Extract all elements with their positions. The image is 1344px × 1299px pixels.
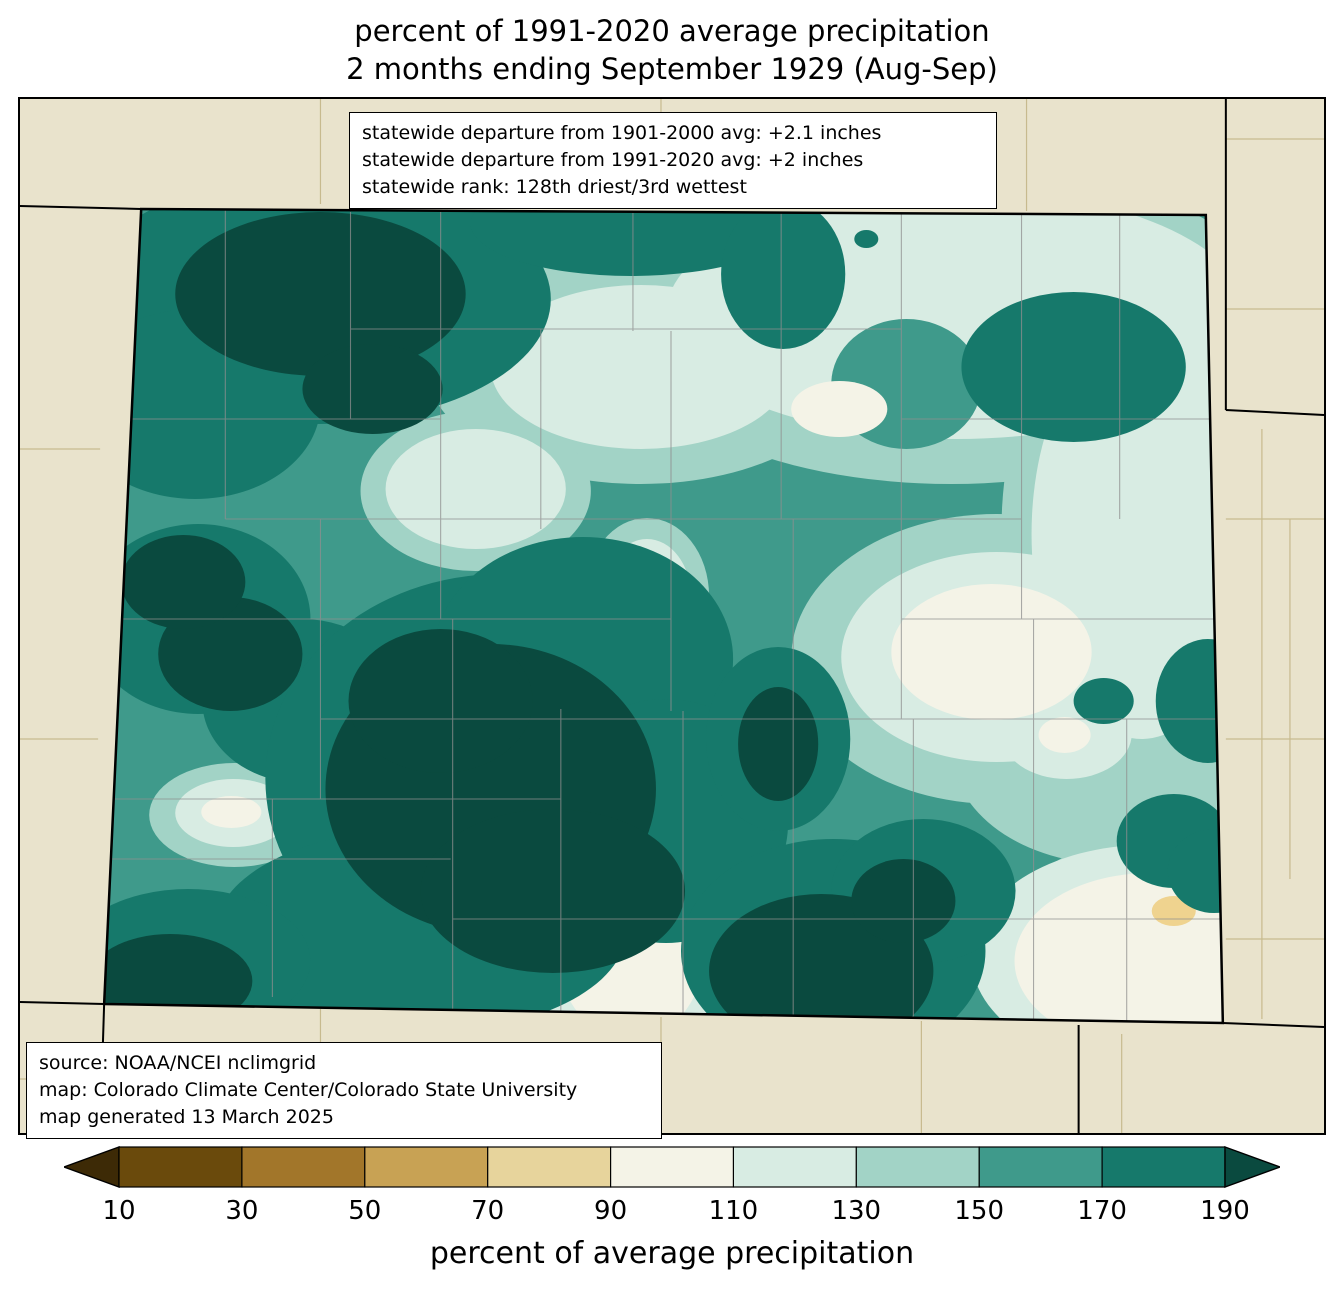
tick-label-190: 190 [1200, 1196, 1250, 1226]
colorbar-segment-90-110 [609, 1146, 735, 1188]
contour-fill-layers [104, 209, 1223, 1023]
tick-label-10: 10 [102, 1196, 136, 1226]
colorbar-segment-130-150 [855, 1146, 980, 1188]
colorbar-segment-30-50 [241, 1146, 366, 1188]
colorbar-segment-150-170 [978, 1146, 1103, 1188]
tick-label-90: 90 [594, 1196, 628, 1226]
source-credit-box: source: NOAA/NCEI nclimgrid map: Colorad… [26, 1042, 662, 1139]
tick-label-110: 110 [708, 1196, 759, 1226]
map-generated-line: map generated 13 March 2025 [39, 1105, 334, 1128]
colorbar-ticks: 10 30 50 70 90 110 130 150 170 190 [64, 1196, 1280, 1230]
source-line: source: NOAA/NCEI nclimgrid [39, 1052, 317, 1074]
colorbar-axis-label: percent of average precipitation [429, 1236, 915, 1271]
colorbar-svg [61, 1146, 1283, 1188]
title-line-1: percent of 1991-2020 average precipitati… [354, 14, 990, 48]
tick-label-130: 130 [831, 1196, 882, 1226]
colorado-precipitation-map [20, 99, 1324, 1133]
colorado-state-border [102, 207, 1225, 1025]
colorbar-under-arrow [61, 1146, 120, 1188]
stats-line-departure-1991: statewide departure from 1991-2020 avg: … [362, 148, 864, 171]
colorbar-segment-110-130 [732, 1146, 858, 1188]
page-title: percent of 1991-2020 average precipitati… [0, 12, 1344, 89]
county-boundary-lines [105, 209, 1223, 1023]
tick-label-150: 150 [954, 1196, 1005, 1226]
title-line-2: 2 months ending September 1929 (Aug-Sep) [346, 52, 998, 87]
colorbar-segment-170-190 [1101, 1146, 1226, 1188]
tick-label-170: 170 [1077, 1196, 1127, 1226]
contour-gt190-region [104, 212, 956, 1023]
colorbar-segment-10-30 [118, 1146, 243, 1188]
map-credit-line: map: Colorado Climate Center/Colorado St… [39, 1078, 578, 1101]
stats-line-rank: statewide rank: 128th driest/3rd wettest [362, 175, 747, 198]
tick-label-70: 70 [471, 1196, 505, 1226]
colorbar [61, 1144, 1283, 1190]
statewide-stats-box: statewide departure from 1901-2000 avg: … [349, 112, 997, 209]
neighbor-state-borders [20, 99, 1324, 1133]
colorbar-over-arrow [1224, 1146, 1283, 1188]
tick-label-50: 50 [348, 1196, 382, 1226]
tick-label-30: 30 [225, 1196, 259, 1226]
map-frame [18, 97, 1326, 1135]
stats-line-departure-1901: statewide departure from 1901-2000 avg: … [362, 122, 882, 144]
colorbar-segment-70-90 [487, 1146, 612, 1188]
colorbar-segment-50-70 [364, 1146, 489, 1188]
